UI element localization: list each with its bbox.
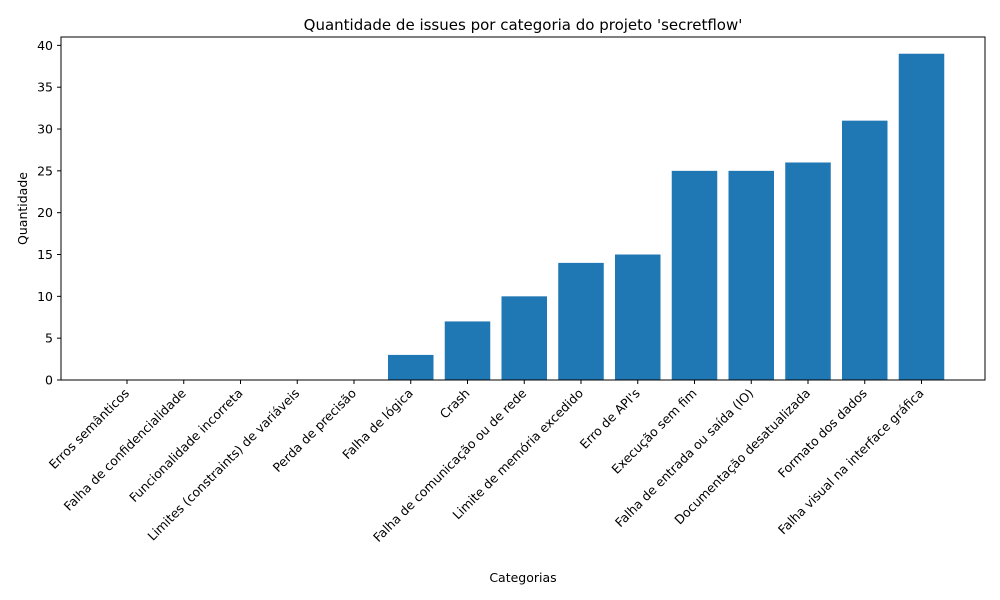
bar	[615, 254, 661, 380]
bar	[671, 170, 718, 380]
y-axis-label: Quantidade	[15, 172, 30, 245]
bar	[842, 120, 888, 380]
bar	[388, 354, 434, 380]
y-axis-ticks: 0 5 10 15 20 25 30 35 40	[37, 38, 61, 388]
y-tick-label: 15	[37, 247, 53, 262]
bar	[558, 262, 604, 380]
y-tick-label: 20	[37, 205, 53, 220]
y-tick-label: 5	[45, 331, 53, 346]
bar	[444, 321, 491, 380]
bar	[898, 53, 945, 380]
y-tick-label: 30	[37, 122, 53, 137]
y-tick-label: 0	[45, 373, 53, 388]
y-tick-label: 25	[37, 163, 53, 178]
y-tick-label: 10	[37, 289, 53, 304]
chart-title: Quantidade de issues por categoria do pr…	[304, 16, 743, 34]
x-axis-label: Categorias	[489, 570, 556, 585]
bar	[501, 296, 547, 380]
bars-group	[388, 53, 945, 380]
x-tick-label: Crash	[437, 386, 473, 422]
plot-frame	[60, 36, 986, 381]
y-tick-label: 40	[37, 38, 53, 53]
bar	[785, 162, 831, 380]
x-tick-label: Funcionalidade incorreta	[126, 386, 246, 506]
bar	[728, 170, 774, 380]
y-tick-label: 35	[37, 80, 53, 95]
